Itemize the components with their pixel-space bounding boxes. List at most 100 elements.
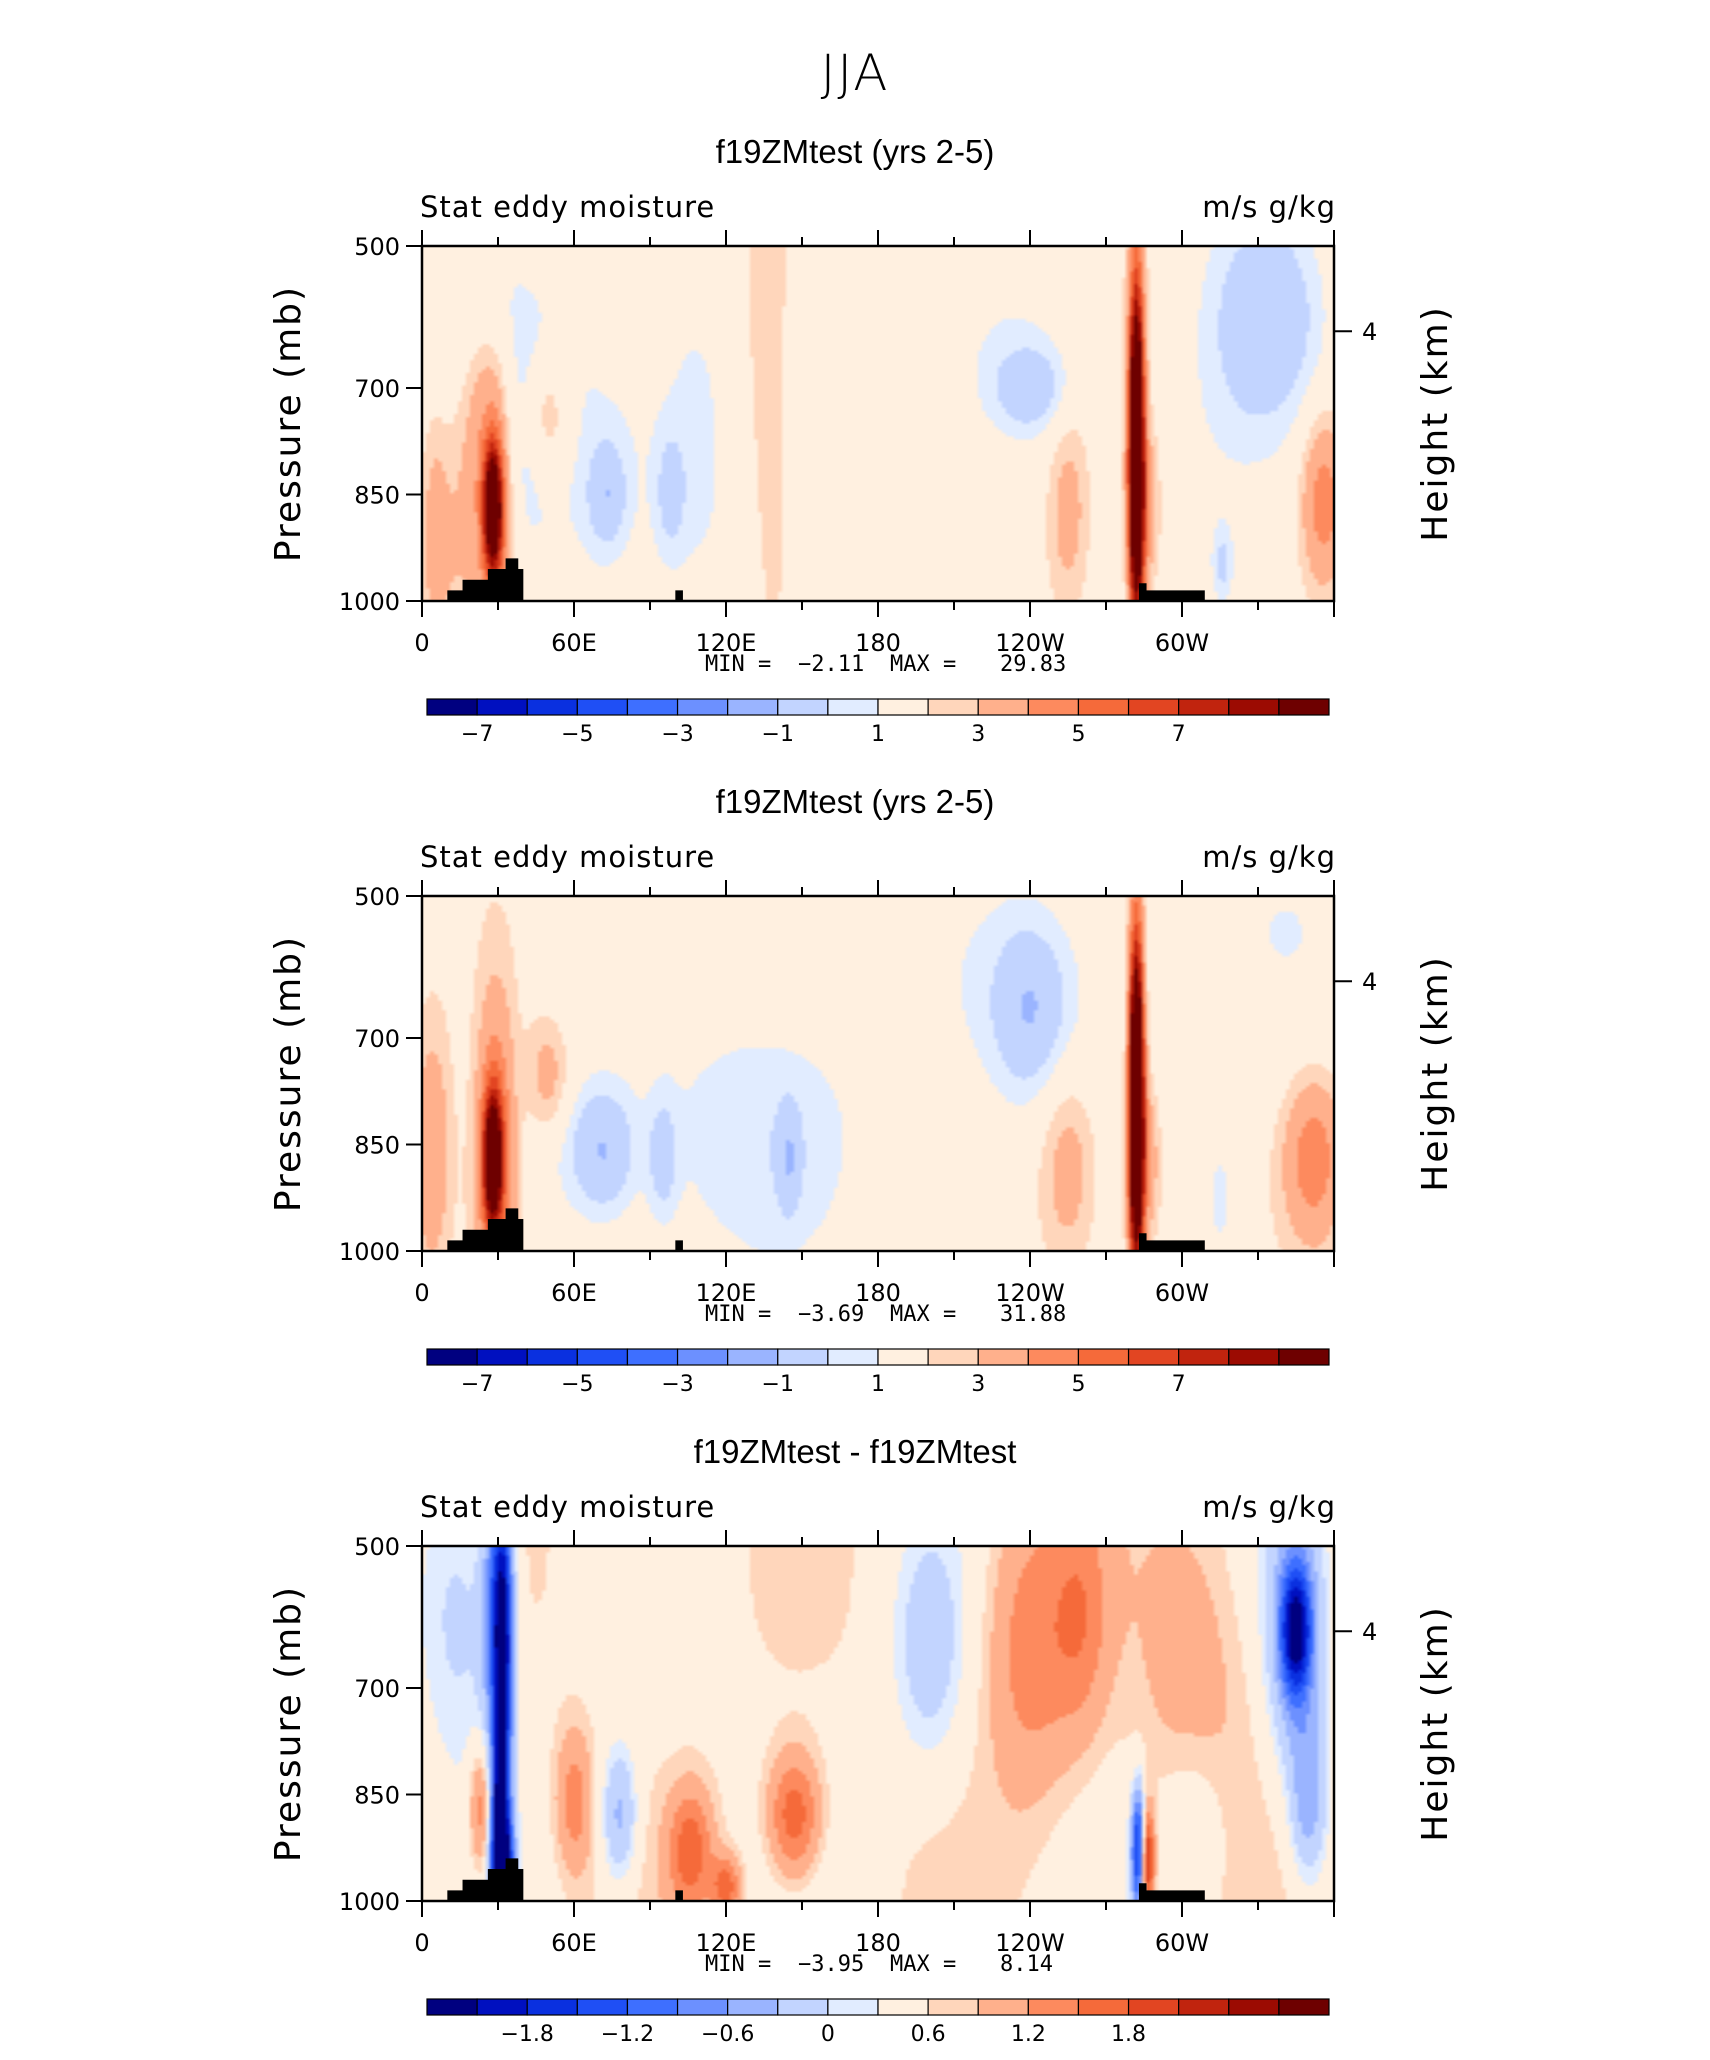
terrain-tibet	[675, 1240, 683, 1251]
panel-title: f19ZMtest (yrs 2-5)	[716, 133, 995, 170]
y-tick-label: 700	[354, 1675, 400, 1703]
colorbar-box	[1127, 1348, 1180, 1366]
y-tick-label: 1000	[339, 588, 400, 616]
colorbar-box	[476, 1348, 528, 1366]
x-tick-label: 120W	[995, 1929, 1065, 1957]
colorbar-box	[426, 1348, 478, 1366]
colorbar-box	[977, 1998, 1029, 2016]
colorbar-box	[576, 698, 629, 716]
colorbar-label: 5	[1071, 1372, 1085, 1397]
panel-2: f19ZMtest (yrs 2-5) Stat eddy moisture m/s…	[0, 750, 1710, 1410]
colorbar-label: 3	[971, 722, 985, 747]
max-label: MAX =	[890, 1302, 956, 1327]
x-tick-label: 60W	[1155, 1929, 1209, 1957]
right-label: m/s g/kg	[1202, 840, 1336, 874]
min-value: −2.11	[798, 652, 864, 677]
colorbar-box	[1278, 698, 1330, 716]
colorbar-box	[1278, 1998, 1330, 2016]
y-tick-label: 1000	[339, 1238, 400, 1266]
colorbar-label: 1.8	[1111, 2022, 1146, 2047]
y-tick-label: 850	[354, 482, 400, 510]
colorbar-box	[777, 1998, 829, 2016]
x-tick-label: 120W	[995, 1279, 1065, 1307]
colorbar-box	[576, 1348, 629, 1366]
right-tick-label: 4	[1362, 968, 1377, 996]
x-tick-label: 180	[855, 1929, 901, 1957]
max-value: 8.14	[1000, 1952, 1053, 1977]
colorbar-box	[676, 698, 729, 716]
colorbar-label: 0	[821, 2022, 835, 2047]
x-tick-label: 180	[855, 1279, 901, 1307]
colorbar-box	[877, 698, 929, 716]
left-label: Stat eddy moisture	[420, 1490, 715, 1524]
colorbar-label: −7	[461, 1372, 493, 1397]
colorbar-box	[927, 1348, 979, 1366]
terrain-andes	[1138, 583, 1205, 601]
min-label: MIN =	[705, 652, 771, 677]
colorbar-label: −5	[561, 1372, 593, 1397]
y-axis-right-title: Height (km)	[1415, 955, 1456, 1191]
contour-field	[422, 1546, 1334, 1901]
y-tick-label: 1000	[339, 1888, 400, 1916]
y-axis-title: Pressure (mb)	[268, 1585, 309, 1862]
x-tick-label: 60W	[1155, 1279, 1209, 1307]
colorbar-box	[1127, 1998, 1180, 2016]
min-value: −3.95	[798, 1952, 864, 1977]
colorbar-box	[977, 1348, 1029, 1366]
colorbar-box	[1027, 1348, 1080, 1366]
colorbar-box	[977, 698, 1029, 716]
y-tick-label: 700	[354, 375, 400, 403]
right-label: m/s g/kg	[1202, 1490, 1336, 1524]
colorbar-box	[1077, 698, 1130, 716]
colorbar-box	[777, 698, 829, 716]
colorbar-box	[1077, 1998, 1130, 2016]
colorbar-label: −1.8	[501, 2022, 554, 2047]
colorbar-label: 1	[871, 1372, 885, 1397]
terrain-tibet	[675, 590, 683, 601]
x-tick-label: 180	[855, 629, 901, 657]
x-tick-label: 120E	[696, 1929, 757, 1957]
max-value: 31.88	[1000, 1302, 1066, 1327]
right-tick-label: 4	[1362, 318, 1377, 346]
chart-svg: f19ZMtest (yrs 2-5)Stat eddy moisture m/s…	[268, 133, 1456, 747]
colorbar-box	[476, 698, 528, 716]
max-value: 29.83	[1000, 652, 1066, 677]
y-tick-label: 500	[354, 1533, 400, 1561]
panel-3: f19ZMtest - f19ZMtest Stat eddy moisture m…	[0, 1400, 1710, 2047]
y-axis-right-title: Height (km)	[1415, 305, 1456, 541]
x-tick-label: 120W	[995, 629, 1065, 657]
colorbar-box	[777, 1348, 829, 1366]
x-tick-label: 0	[414, 629, 429, 657]
colorbar-box	[1228, 1348, 1280, 1366]
colorbar-label: 1	[871, 722, 885, 747]
colorbar-label: 5	[1071, 722, 1085, 747]
colorbar-box	[526, 698, 578, 716]
panel-title: f19ZMtest (yrs 2-5)	[716, 783, 995, 820]
colorbar-label: 7	[1172, 722, 1186, 747]
x-tick-label: 60W	[1155, 629, 1209, 657]
colorbar-box	[1027, 698, 1080, 716]
colorbar-box	[1178, 1348, 1230, 1366]
y-tick-label: 850	[354, 1782, 400, 1810]
x-tick-label: 0	[414, 1279, 429, 1307]
y-axis-title: Pressure (mb)	[268, 935, 309, 1212]
colorbar-box	[727, 1998, 779, 2016]
x-tick-label: 60E	[551, 629, 597, 657]
colorbar-box	[676, 1998, 729, 2016]
colorbar-label: −3	[661, 722, 693, 747]
x-tick-label: 120E	[696, 1279, 757, 1307]
contour-field	[422, 896, 1334, 1251]
y-tick-label: 500	[354, 233, 400, 261]
colorbar-box	[576, 1998, 629, 2016]
colorbar-box	[1027, 1998, 1080, 2016]
x-tick-label: 120E	[696, 629, 757, 657]
colorbar-box	[1178, 698, 1230, 716]
chart-svg: f19ZMtest (yrs 2-5)Stat eddy moisture m/s…	[268, 783, 1456, 1397]
colorbar-box	[1278, 1348, 1330, 1366]
max-label: MAX =	[890, 1952, 956, 1977]
y-axis-title: Pressure (mb)	[268, 285, 309, 562]
colorbar-box	[626, 1998, 679, 2016]
colorbar-box	[476, 1998, 528, 2016]
x-tick-label: 60E	[551, 1279, 597, 1307]
panel-title: f19ZMtest - f19ZMtest	[694, 1433, 1017, 1470]
